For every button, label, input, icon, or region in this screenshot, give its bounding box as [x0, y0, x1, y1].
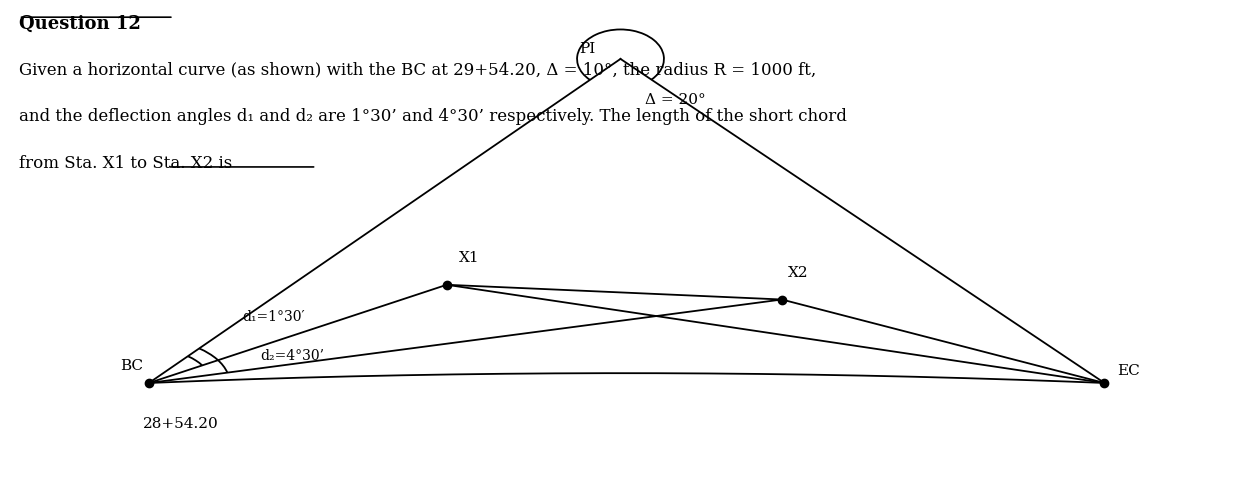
Text: d₂=4°30’: d₂=4°30’ — [261, 349, 325, 363]
Text: Given a horizontal curve (as shown) with the BC at 29+54.20, Δ = 10°, the radius: Given a horizontal curve (as shown) with… — [19, 61, 815, 79]
Text: from Sta. X1 to Sta. X2 is: from Sta. X1 to Sta. X2 is — [19, 155, 232, 172]
Text: X2: X2 — [788, 266, 809, 280]
Text: Question 12: Question 12 — [19, 15, 140, 33]
Text: BC: BC — [119, 359, 143, 373]
Text: EC: EC — [1117, 364, 1139, 378]
Text: X1: X1 — [459, 251, 480, 265]
Text: and the deflection angles d₁ and d₂ are 1°30’ and 4°30’ respectively. The length: and the deflection angles d₁ and d₂ are … — [19, 108, 846, 125]
Text: Δ = 20°: Δ = 20° — [645, 93, 706, 108]
Text: 28+54.20: 28+54.20 — [143, 417, 218, 432]
Text: PI: PI — [580, 42, 596, 56]
Text: d₁=1°30′: d₁=1°30′ — [242, 310, 304, 324]
